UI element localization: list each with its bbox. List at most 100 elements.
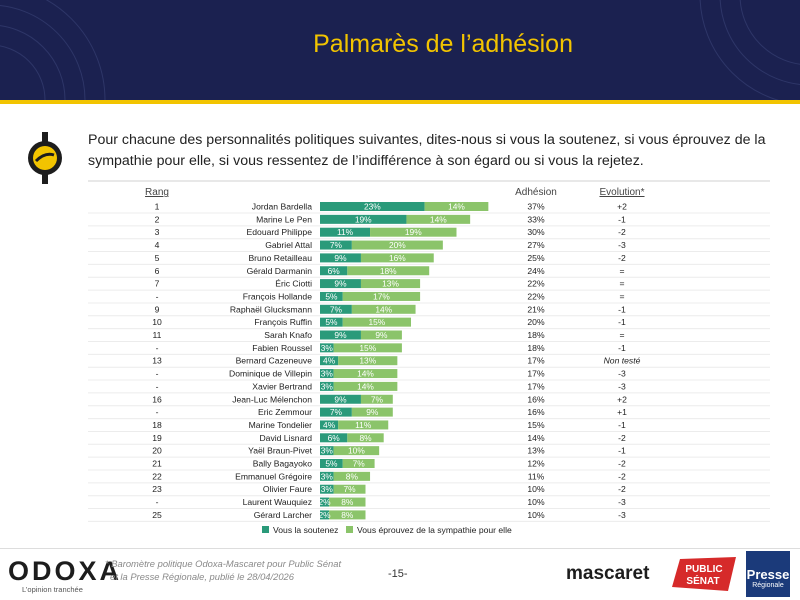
sympathy-value-label: 10% xyxy=(348,446,365,456)
rank-label: 25 xyxy=(152,510,162,520)
evolution-value: +2 xyxy=(617,394,627,404)
person-name: François Ruffin xyxy=(254,317,312,327)
adhesion-value: 14% xyxy=(527,433,545,443)
bar-support xyxy=(320,266,348,276)
adhesion-value: 18% xyxy=(527,343,545,353)
footer-note-line-2: et la Presse Régionale, publié le 28/04/… xyxy=(110,571,294,582)
evolution-value: = xyxy=(619,279,624,289)
adhesion-header: Adhésion xyxy=(515,187,557,198)
evolution-value: -3 xyxy=(618,381,626,391)
bar-sympathy xyxy=(333,343,402,353)
question-text: Pour chacune des personnalités politique… xyxy=(88,132,766,169)
person-name: Bally Bagayoko xyxy=(253,459,312,469)
sympathy-value-label: 8% xyxy=(341,510,354,520)
bar-sympathy xyxy=(333,369,398,379)
footer-note: * Baromètre politique Odoxa-Mascaret pou… xyxy=(105,557,341,583)
person-name: François Hollande xyxy=(243,291,312,301)
support-value-label: 7% xyxy=(330,304,343,314)
person-name: Olivier Faure xyxy=(263,484,312,494)
evolution-value: -2 xyxy=(618,433,626,443)
legend-label-support: Vous la soutenez xyxy=(273,525,338,535)
bar-support xyxy=(320,459,343,468)
sympathy-value-label: 8% xyxy=(346,471,359,481)
rank-label: 2 xyxy=(155,214,160,224)
bar-sympathy xyxy=(333,471,371,481)
evolution-value: -1 xyxy=(618,304,626,314)
bar-sympathy xyxy=(333,446,380,456)
bar-sympathy xyxy=(424,202,489,211)
rank-label: 11 xyxy=(153,330,162,340)
support-value-label: 3% xyxy=(321,369,334,379)
adhesion-value: 17% xyxy=(527,356,545,366)
evolution-value: -2 xyxy=(618,459,626,469)
odoxa-tagline: L’opinion tranchée xyxy=(22,585,83,594)
evolution-value: -1 xyxy=(618,214,626,224)
sympathy-value-label: 14% xyxy=(430,214,447,224)
rank-label: 19 xyxy=(152,433,162,443)
person-name: Jordan Bardella xyxy=(252,202,312,212)
person-name: Bruno Retailleau xyxy=(248,253,312,263)
support-value-label: 7% xyxy=(330,407,343,417)
person-name: Gérald Darmanin xyxy=(247,266,313,276)
adhesion-value: 22% xyxy=(527,291,545,301)
evolution-value: -3 xyxy=(618,510,626,520)
support-value-label: 3% xyxy=(321,381,334,391)
mascaret-logo: mascaret xyxy=(566,563,650,584)
evolution-value: -2 xyxy=(618,227,626,237)
support-value-label: 9% xyxy=(334,394,347,404)
person-name: Sarah Knafo xyxy=(264,330,312,340)
sympathy-value-label: 7% xyxy=(344,484,357,494)
bar-support xyxy=(320,291,343,301)
evolution-value: -2 xyxy=(618,253,626,263)
adhesion-value: 10% xyxy=(527,497,545,507)
bar-support xyxy=(320,420,339,430)
adhesion-value: 15% xyxy=(527,420,545,430)
person-name: Eric Zemmour xyxy=(258,407,312,417)
bar-support xyxy=(320,394,361,404)
bar-support xyxy=(320,356,339,366)
evolution-value: = xyxy=(619,266,624,276)
bar-support xyxy=(320,343,334,353)
legend-swatch-support xyxy=(262,526,269,533)
footer-separator xyxy=(0,548,800,549)
rank-label: 6 xyxy=(155,266,160,276)
evolution-value: -1 xyxy=(618,343,626,353)
adhesion-value: 24% xyxy=(527,266,545,276)
rank-label: - xyxy=(156,497,159,507)
rank-label: 18 xyxy=(152,420,162,430)
rank-label: 7 xyxy=(155,279,160,289)
sympathy-value-label: 14% xyxy=(375,304,392,314)
person-name: Jean-Luc Mélenchon xyxy=(232,394,312,404)
person-name: Dominique de Villepin xyxy=(229,369,312,379)
support-value-label: 6% xyxy=(328,433,341,443)
rank-label: 4 xyxy=(155,240,160,250)
support-value-label: 2% xyxy=(318,497,331,507)
bar-support xyxy=(320,381,334,391)
bar-sympathy xyxy=(360,279,421,289)
public-senat-line-2: SÉNAT xyxy=(686,574,719,587)
adhesion-value: 17% xyxy=(527,369,545,379)
bar-support xyxy=(320,317,343,327)
bar-support xyxy=(320,471,334,481)
sympathy-value-label: 14% xyxy=(357,381,374,391)
evolution-value: Non testé xyxy=(604,356,641,366)
adhesion-value: 17% xyxy=(527,381,545,391)
bar-sympathy xyxy=(342,459,375,468)
person-name: Éric Ciotti xyxy=(275,279,312,289)
bar-sympathy xyxy=(329,510,366,520)
sympathy-value-label: 9% xyxy=(366,407,379,417)
person-name: Emmanuel Grégoire xyxy=(235,471,312,481)
sympathy-value-label: 14% xyxy=(448,202,465,212)
bar-sympathy xyxy=(333,484,366,494)
adhesion-value: 13% xyxy=(527,446,545,456)
evolution-value: -1 xyxy=(618,317,626,327)
adhesion-value: 16% xyxy=(527,394,545,404)
header-banner: Palmarès de l’adhésion xyxy=(0,0,800,100)
bar-support xyxy=(320,214,407,224)
person-name: Xavier Bertrand xyxy=(252,381,312,391)
footer-note-line-1: * Baromètre politique Odoxa-Mascaret pou… xyxy=(105,558,342,569)
rank-label: 13 xyxy=(152,356,162,366)
rank-label: 20 xyxy=(152,446,162,456)
sympathy-value-label: 11% xyxy=(355,420,372,430)
evolution-value: -3 xyxy=(618,497,626,507)
